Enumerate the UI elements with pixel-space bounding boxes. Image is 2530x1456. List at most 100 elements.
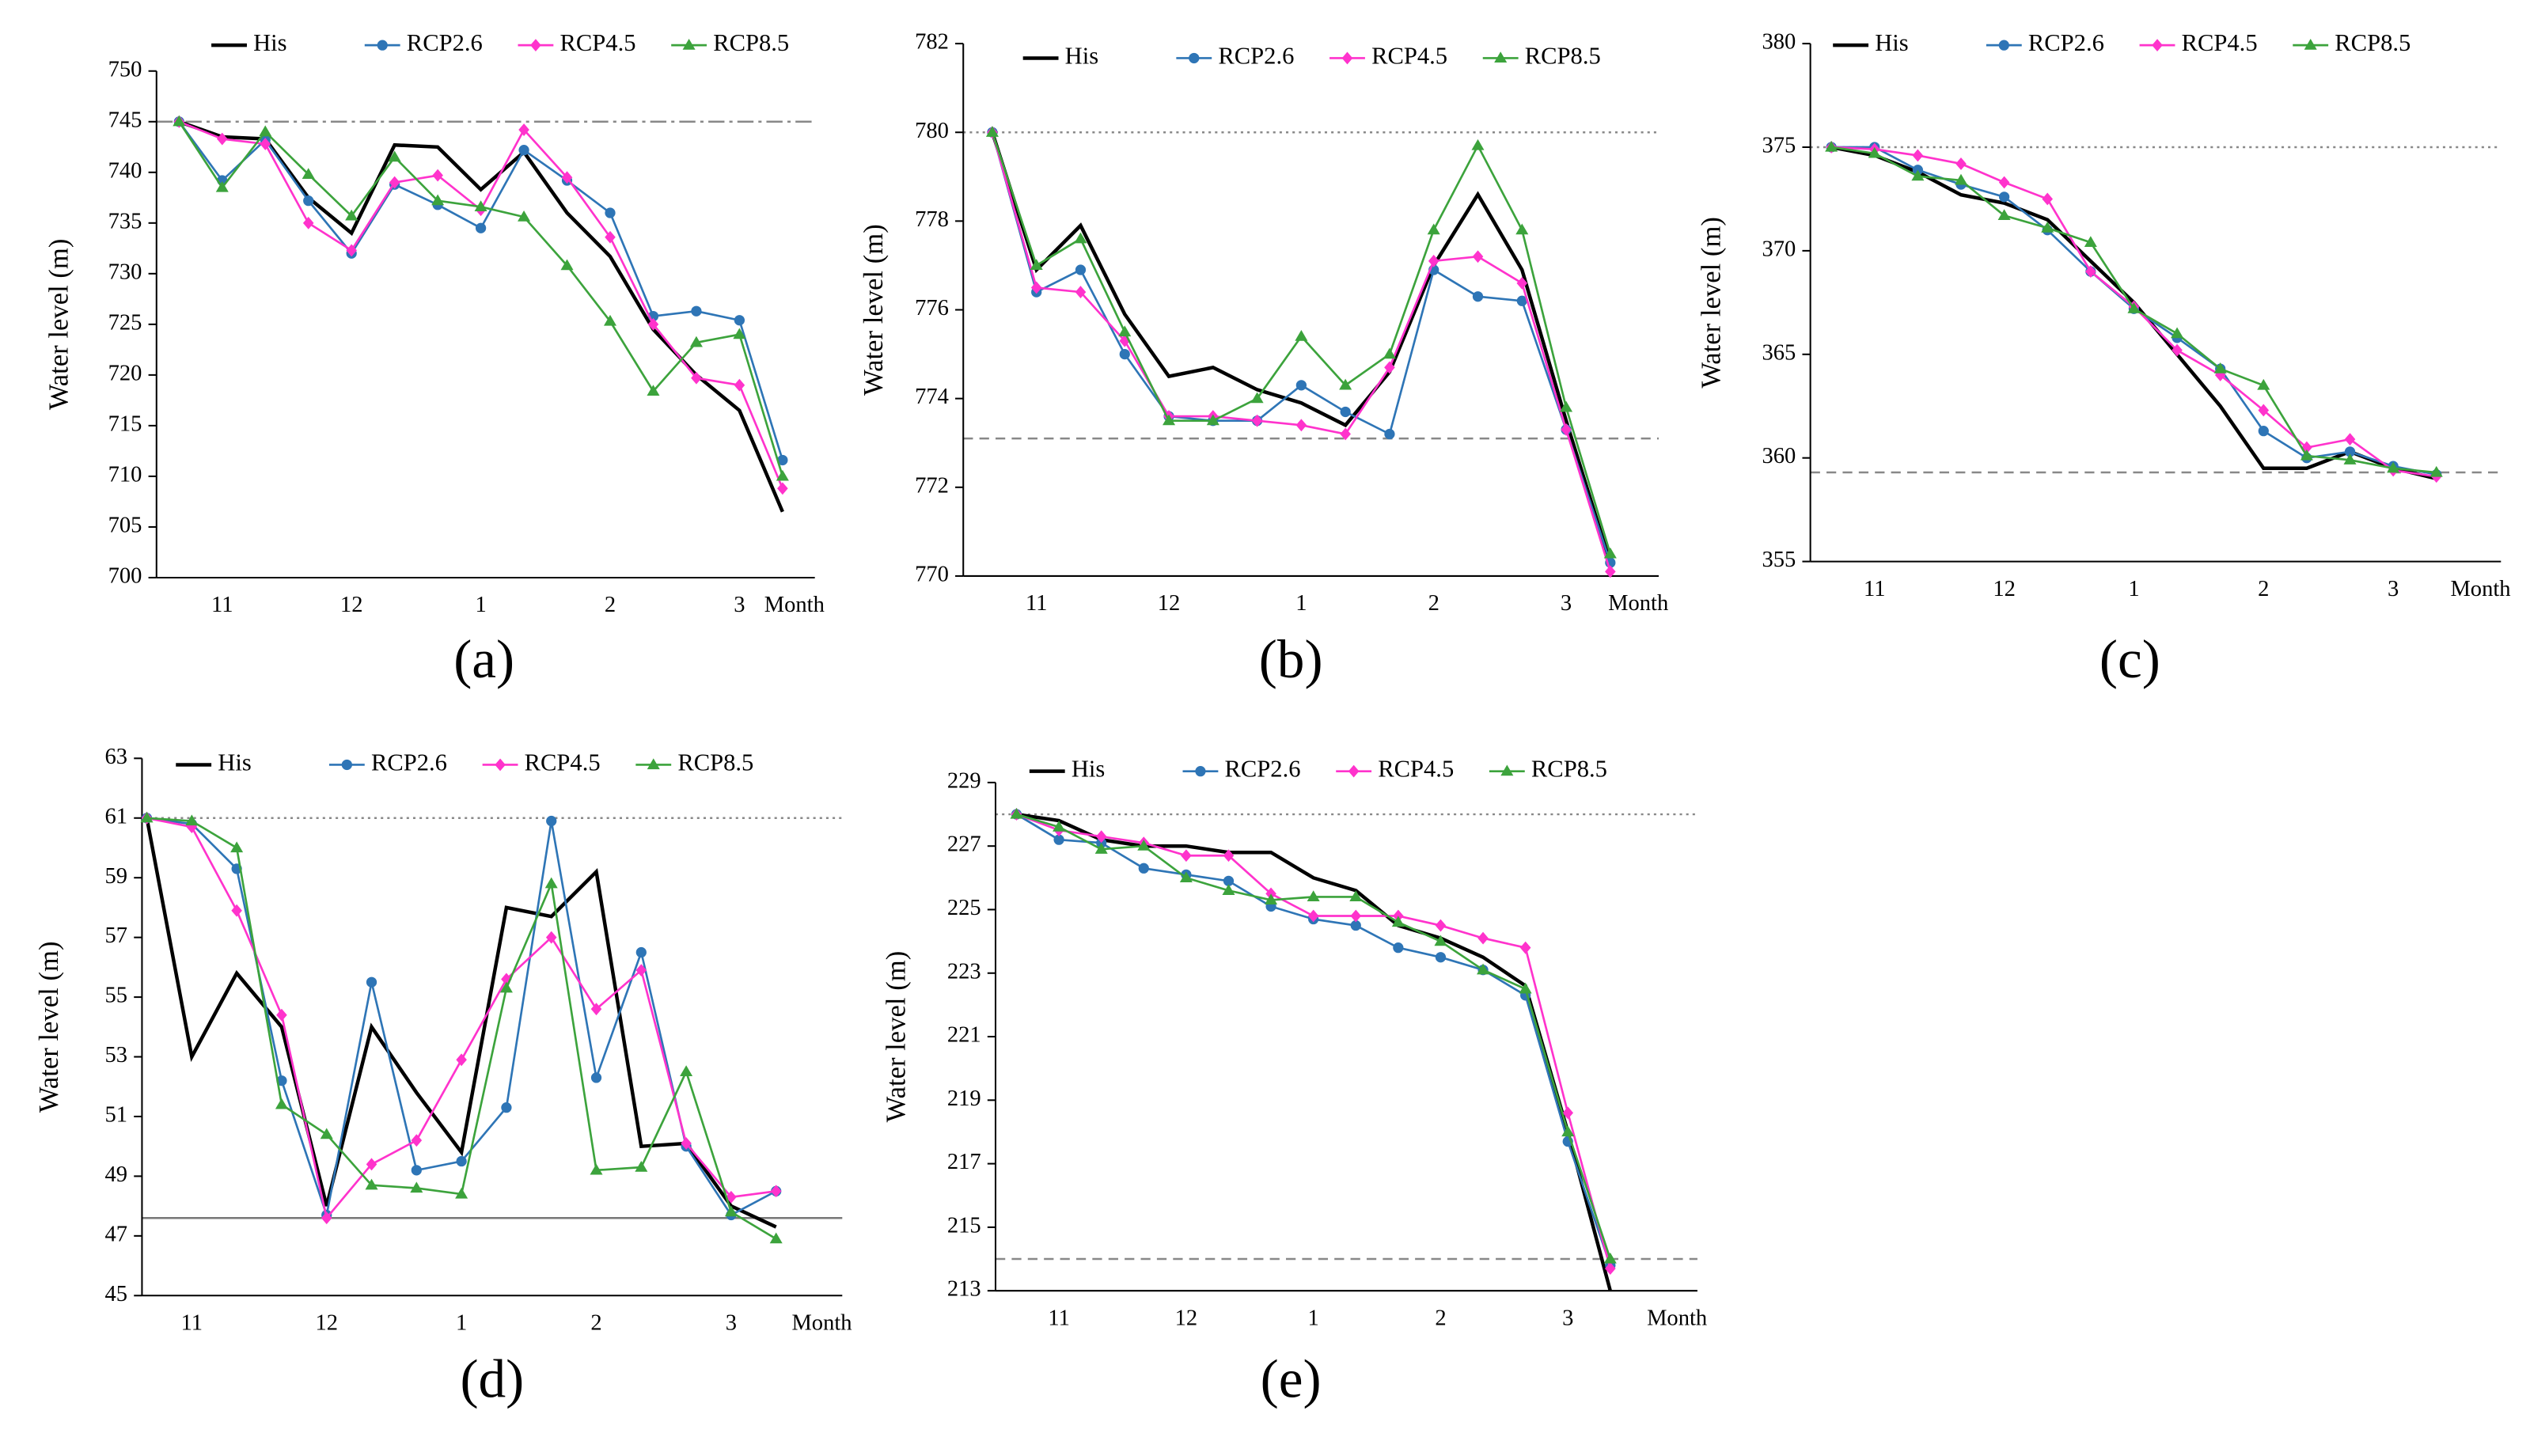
marker bbox=[560, 259, 574, 271]
x-tick-label: 12 bbox=[1158, 591, 1181, 616]
x-tick-label: 2 bbox=[1435, 1306, 1446, 1330]
marker bbox=[215, 180, 229, 192]
marker bbox=[302, 216, 314, 229]
series-line bbox=[1016, 812, 1612, 1291]
marker bbox=[474, 200, 487, 211]
y-axis-label: Water level (m) bbox=[882, 951, 912, 1123]
marker bbox=[590, 1163, 603, 1175]
marker bbox=[456, 1053, 467, 1067]
y-tick-label: 776 bbox=[915, 296, 949, 320]
legend-label: RCP4.5 bbox=[1371, 42, 1447, 69]
marker bbox=[691, 371, 702, 385]
marker bbox=[2343, 453, 2357, 464]
marker bbox=[776, 469, 789, 481]
legend-marker bbox=[1998, 40, 2009, 51]
marker bbox=[1075, 264, 1087, 275]
x-tick-label: 3 bbox=[2388, 577, 2399, 601]
marker bbox=[2042, 192, 2054, 206]
caption: (b) bbox=[1259, 628, 1323, 689]
marker bbox=[1339, 378, 1352, 390]
marker bbox=[185, 814, 199, 826]
x-tick-label: 1 bbox=[1295, 591, 1307, 616]
series-line bbox=[1016, 813, 1612, 1269]
marker bbox=[1868, 146, 1881, 158]
y-tick-label: 53 bbox=[105, 1043, 128, 1067]
legend-label: His bbox=[1065, 42, 1098, 69]
x-tick-label: 2 bbox=[590, 1311, 601, 1336]
x-tick-label: 11 bbox=[1026, 591, 1047, 616]
series-line bbox=[991, 131, 1612, 555]
marker bbox=[1519, 982, 1532, 994]
marker bbox=[1477, 963, 1490, 975]
marker bbox=[985, 126, 999, 137]
y-tick-label: 750 bbox=[108, 57, 142, 82]
legend-marker bbox=[377, 40, 388, 51]
marker bbox=[388, 150, 401, 162]
y-tick-label: 225 bbox=[947, 896, 981, 920]
marker bbox=[1118, 325, 1132, 337]
marker bbox=[2258, 426, 2269, 437]
marker bbox=[1265, 893, 1278, 905]
legend-label: His bbox=[1875, 29, 1908, 56]
marker bbox=[1516, 276, 1528, 290]
marker bbox=[734, 378, 745, 392]
marker bbox=[726, 1190, 737, 1204]
series-line bbox=[1016, 813, 1612, 1260]
y-tick-label: 360 bbox=[1762, 444, 1796, 468]
legend-label: His bbox=[253, 29, 286, 56]
legend-marker bbox=[1500, 764, 1514, 776]
legend-marker bbox=[682, 38, 696, 50]
marker bbox=[518, 210, 531, 222]
marker bbox=[1391, 916, 1405, 927]
marker bbox=[231, 904, 242, 917]
caption: (e) bbox=[1261, 1348, 1322, 1409]
marker bbox=[1206, 414, 1219, 426]
marker bbox=[605, 207, 616, 218]
marker bbox=[1340, 427, 1351, 441]
x-tick-label: 1 bbox=[1308, 1306, 1319, 1330]
marker bbox=[1560, 400, 1573, 412]
y-tick-label: 227 bbox=[947, 832, 981, 857]
marker bbox=[1138, 863, 1149, 874]
marker bbox=[1349, 890, 1363, 902]
marker bbox=[635, 946, 647, 958]
marker bbox=[1137, 840, 1151, 851]
legend-marker bbox=[2152, 39, 2163, 52]
legend-marker bbox=[647, 758, 660, 770]
legend-marker bbox=[1341, 51, 1353, 65]
y-tick-label: 59 bbox=[105, 864, 128, 889]
marker bbox=[140, 811, 154, 823]
marker bbox=[1340, 406, 1351, 418]
marker bbox=[1427, 223, 1440, 235]
marker bbox=[501, 1102, 512, 1113]
marker bbox=[1350, 909, 1362, 923]
marker bbox=[260, 138, 271, 150]
legend-label: His bbox=[1072, 756, 1105, 783]
marker bbox=[2213, 362, 2227, 373]
marker bbox=[1603, 1252, 1617, 1264]
marker bbox=[1179, 871, 1193, 882]
marker bbox=[1295, 330, 1308, 341]
legend-label: RCP2.6 bbox=[1225, 756, 1301, 783]
series-line bbox=[991, 131, 1612, 572]
y-tick-label: 51 bbox=[105, 1103, 128, 1128]
y-tick-label: 355 bbox=[1762, 548, 1796, 572]
marker bbox=[1075, 286, 1087, 299]
marker bbox=[2387, 461, 2400, 473]
legend-label: RCP2.6 bbox=[407, 29, 483, 56]
y-tick-label: 780 bbox=[915, 119, 949, 143]
marker bbox=[518, 145, 529, 156]
y-tick-label: 782 bbox=[915, 30, 949, 55]
legend-label: RCP4.5 bbox=[2182, 29, 2258, 56]
marker bbox=[1251, 414, 1263, 427]
marker bbox=[1477, 931, 1489, 945]
marker bbox=[2171, 327, 2184, 339]
legend-label: RCP4.5 bbox=[525, 749, 601, 776]
marker bbox=[1998, 176, 2010, 189]
caption: (c) bbox=[2099, 628, 2160, 689]
marker bbox=[431, 194, 445, 206]
marker bbox=[681, 1136, 692, 1150]
marker bbox=[769, 1232, 783, 1244]
caption: (a) bbox=[453, 628, 514, 689]
